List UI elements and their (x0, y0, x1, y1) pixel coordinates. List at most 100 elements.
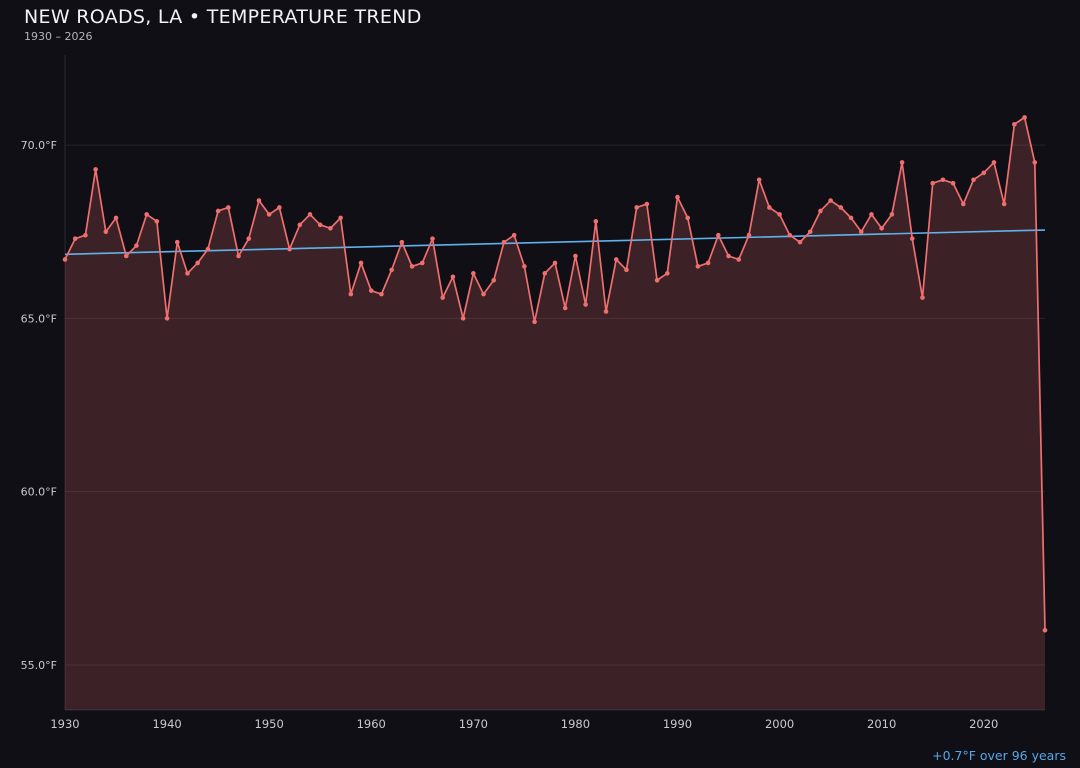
data-point (154, 219, 160, 224)
data-point (389, 267, 394, 273)
data-point (62, 257, 68, 262)
data-point (83, 232, 88, 238)
data-point (522, 264, 527, 269)
data-point (848, 215, 854, 221)
data-point (226, 205, 231, 210)
data-point (450, 274, 456, 280)
data-point (134, 243, 139, 248)
y-tick-label: 55.0°F (21, 659, 57, 672)
data-point (379, 291, 384, 297)
data-point (552, 260, 558, 266)
data-point (460, 316, 466, 321)
data-point (1001, 201, 1007, 207)
data-point (246, 236, 252, 241)
trend-line (64, 229, 1046, 256)
data-point (399, 239, 405, 245)
data-point (317, 222, 323, 228)
data-point (1022, 115, 1027, 120)
data-point (368, 288, 374, 293)
trend-annotation: +0.7°F over 96 years (932, 748, 1066, 763)
data-point (705, 260, 711, 266)
data-point (287, 246, 292, 252)
data-point (685, 215, 691, 221)
data-point (307, 212, 313, 217)
data-point (818, 208, 823, 214)
data-point (664, 271, 670, 276)
data-point (807, 229, 813, 235)
data-point (624, 267, 629, 273)
data-point (971, 177, 976, 183)
data-point (419, 260, 425, 266)
data-point (899, 160, 905, 165)
data-point (644, 201, 650, 207)
data-point (72, 236, 78, 241)
data-point (1032, 160, 1038, 165)
data-point (950, 180, 956, 186)
data-point (440, 295, 446, 300)
data-point (491, 277, 497, 283)
data-point (613, 257, 619, 262)
data-point (215, 208, 221, 214)
x-tick-label: 2010 (867, 717, 896, 731)
data-point (328, 225, 333, 231)
data-point (654, 277, 660, 283)
data-point (144, 212, 149, 217)
y-tick-label: 65.0°F (21, 312, 57, 325)
x-tick-label: 1940 (152, 717, 181, 731)
data-point (358, 260, 364, 266)
data-point (338, 215, 343, 221)
data-point (471, 271, 476, 276)
data-point (481, 291, 486, 297)
data-point (797, 239, 803, 245)
data-point (583, 302, 588, 307)
y-tick-label: 60.0°F (21, 486, 57, 499)
data-point (716, 232, 721, 238)
data-point (675, 194, 680, 200)
data-point (634, 205, 639, 210)
chart-header: NEW ROADS, LA • TEMPERATURE TREND 1930 –… (24, 6, 422, 43)
data-point (869, 212, 874, 217)
data-point (726, 253, 731, 259)
data-point (532, 319, 537, 325)
data-point (430, 236, 435, 241)
data-point (185, 271, 190, 276)
data-point (266, 212, 272, 217)
data-point (297, 222, 303, 228)
data-point (838, 205, 844, 210)
data-point (205, 246, 211, 252)
data-point (909, 236, 915, 241)
x-tick-label: 1930 (50, 717, 79, 731)
data-point (756, 177, 762, 183)
data-point (991, 160, 997, 165)
data-point (93, 167, 98, 172)
data-point (409, 264, 415, 269)
data-point (195, 260, 201, 266)
data-point (113, 215, 119, 221)
data-point (174, 239, 180, 245)
x-tick-label: 1970 (459, 717, 488, 731)
data-point (961, 201, 966, 207)
data-point (103, 229, 109, 235)
data-point (236, 253, 241, 259)
data-point (889, 212, 895, 217)
x-tick-label: 2020 (969, 717, 998, 731)
data-point (695, 264, 701, 269)
data-point (573, 253, 578, 259)
data-point (787, 232, 793, 238)
data-point (879, 225, 884, 231)
chart-subtitle: 1930 – 2026 (24, 30, 93, 43)
data-point (736, 257, 742, 262)
data-point (920, 295, 925, 300)
x-tick-label: 2000 (765, 717, 794, 731)
data-point (777, 212, 782, 217)
chart-title: NEW ROADS, LA • TEMPERATURE TREND (24, 6, 422, 28)
data-point (501, 239, 507, 245)
data-point (930, 180, 936, 186)
x-tick-label: 1980 (561, 717, 590, 731)
data-point (511, 232, 517, 238)
data-point (1012, 122, 1017, 127)
data-point (603, 309, 609, 314)
data-point (542, 271, 548, 276)
data-point (767, 205, 772, 210)
